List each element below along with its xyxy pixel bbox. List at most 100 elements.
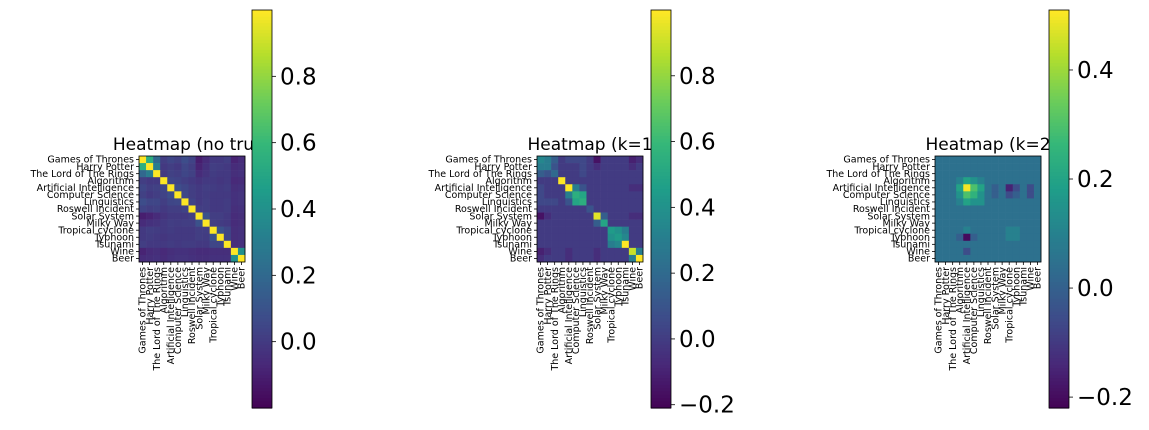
heatmap-cell bbox=[935, 219, 943, 227]
heatmap-cell bbox=[558, 233, 566, 242]
heatmap-cell bbox=[984, 240, 992, 249]
heatmap-cell bbox=[202, 240, 210, 249]
heatmap-cell bbox=[963, 226, 971, 235]
heatmap-cell bbox=[181, 156, 189, 164]
y-tick-label: Tropical cyclone bbox=[455, 225, 532, 236]
colorbar-segment bbox=[252, 129, 272, 134]
heatmap-cell bbox=[167, 156, 175, 164]
heatmap-cell bbox=[1019, 226, 1028, 235]
heatmap-cell bbox=[600, 219, 608, 227]
heatmap-cell bbox=[195, 184, 203, 192]
heatmap-cell bbox=[984, 156, 992, 164]
heatmap-cell bbox=[1026, 198, 1035, 206]
heatmap-cell bbox=[572, 247, 580, 256]
colorbar-segment bbox=[252, 145, 272, 150]
x-tick-label: Algorithm bbox=[159, 267, 170, 314]
colorbar-segment bbox=[651, 351, 671, 356]
heatmap-cell bbox=[607, 219, 616, 227]
heatmap-cell bbox=[537, 205, 545, 213]
heatmap-cell bbox=[607, 247, 616, 256]
colorbar-segment bbox=[651, 265, 671, 270]
colorbar-segment bbox=[252, 59, 272, 64]
heatmap-cell bbox=[160, 198, 168, 206]
heatmap-cell bbox=[565, 163, 573, 171]
y-tick-label: Algorithm bbox=[485, 176, 532, 187]
heatmap-cell bbox=[160, 156, 168, 164]
colorbar: 0.0 0.2 0.4 0.6 0.8 bbox=[251, 9, 317, 409]
heatmap-cell bbox=[621, 205, 630, 213]
heatmap-cell bbox=[593, 247, 601, 256]
heatmap-cell bbox=[558, 240, 566, 249]
heatmap-cell bbox=[195, 163, 203, 171]
heatmap-cell bbox=[551, 226, 559, 235]
colorbar-segment bbox=[651, 278, 671, 283]
colorbar-segment bbox=[651, 73, 671, 77]
heatmap-cell bbox=[621, 177, 630, 185]
heatmap-cell bbox=[216, 219, 225, 227]
colorbar-segment bbox=[651, 391, 671, 396]
colorbar-segment bbox=[1049, 335, 1069, 339]
heatmap-cell bbox=[565, 184, 573, 192]
colorbar-segment bbox=[252, 215, 272, 220]
heatmap-cell bbox=[544, 205, 552, 213]
heatmap-cell bbox=[935, 205, 943, 213]
y-tick-label: Solar System bbox=[867, 211, 930, 222]
heatmap-cell bbox=[600, 170, 608, 178]
colorbar-segment bbox=[1049, 189, 1069, 194]
heatmap-cell bbox=[1005, 254, 1014, 263]
x-tick-label: Tropical cyclone bbox=[208, 267, 219, 344]
heatmap-cell bbox=[139, 163, 147, 171]
heatmap-cell bbox=[963, 240, 971, 249]
heatmap-cell bbox=[586, 170, 594, 178]
colorbar-segment bbox=[1049, 215, 1069, 220]
colorbar-segment bbox=[252, 285, 272, 290]
heatmap-cell bbox=[635, 198, 644, 206]
colorbar-segment bbox=[1049, 69, 1069, 74]
heatmap-cell bbox=[174, 254, 182, 263]
colorbar-segment bbox=[252, 364, 272, 369]
x-tick-label: Games of Thrones bbox=[934, 267, 945, 354]
heatmap-cell bbox=[146, 191, 154, 199]
colorbar-segment bbox=[252, 374, 272, 379]
heatmap-cell bbox=[153, 184, 161, 192]
heatmap-cell bbox=[139, 156, 147, 164]
colorbar-segment bbox=[1049, 82, 1069, 87]
heatmap-cell bbox=[237, 163, 246, 171]
colorbar-segment bbox=[1049, 122, 1069, 127]
colorbar-segment bbox=[252, 404, 272, 409]
colorbar-segment bbox=[651, 202, 671, 207]
colorbar-segment bbox=[651, 218, 671, 223]
heatmap-cell bbox=[963, 219, 971, 227]
colorbar-segment bbox=[252, 152, 272, 157]
y-tick-label: Artificial Intelligence bbox=[833, 183, 931, 194]
heatmap-cell bbox=[607, 205, 616, 213]
colorbar-segment bbox=[1049, 49, 1069, 54]
heatmap-cell bbox=[600, 254, 608, 263]
colorbar-segment bbox=[252, 351, 272, 356]
colorbar-segment bbox=[651, 338, 671, 343]
heatmap-cell bbox=[1019, 163, 1028, 171]
heatmap-cell bbox=[977, 254, 985, 263]
heatmap-cell bbox=[139, 191, 147, 199]
heatmap-cell bbox=[998, 254, 1006, 263]
heatmap-cell bbox=[237, 254, 246, 263]
colorbar-segment bbox=[651, 301, 671, 306]
heatmap-cell bbox=[949, 184, 957, 192]
heatmap-cell bbox=[230, 219, 239, 227]
x-tick-label: Linguistics bbox=[976, 267, 987, 317]
heatmap-cell bbox=[949, 233, 957, 242]
colorbar-segment bbox=[651, 39, 671, 44]
heatmap-cell bbox=[195, 170, 203, 178]
heatmap-cell bbox=[628, 247, 637, 256]
colorbar-segment bbox=[252, 391, 272, 396]
colorbar-segment bbox=[1049, 338, 1069, 343]
heatmap-cell bbox=[216, 184, 225, 192]
colorbar-segment bbox=[651, 89, 671, 94]
heatmap-cell bbox=[579, 177, 587, 185]
heatmap-cell bbox=[230, 212, 239, 220]
heatmap-cell bbox=[537, 184, 545, 192]
colorbar-segment bbox=[651, 341, 671, 346]
heatmap-cell bbox=[202, 191, 210, 199]
heatmap-cell bbox=[1019, 233, 1028, 242]
heatmap-cell bbox=[237, 156, 246, 164]
